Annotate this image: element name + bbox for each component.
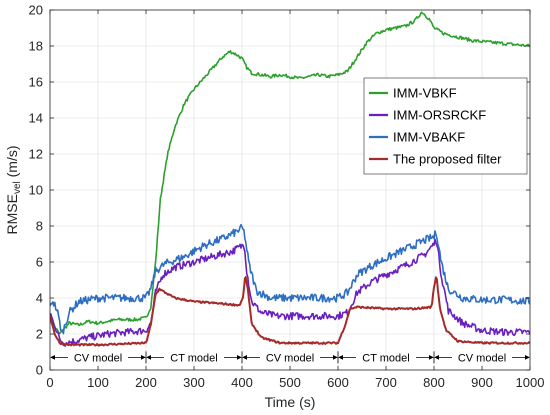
x-tick-label: 200 [135,375,157,390]
y-tick-label: 4 [36,291,43,306]
x-tick-label: 800 [423,375,445,390]
legend: IMM-VBKF IMM-ORSRCKF IMM-VBAKF The proposed… [363,77,528,175]
legend-label: IMM-VBKF [393,86,457,101]
y-axis-label-unit: (m/s) [4,145,20,181]
legend-label: IMM-ORSRCKF [393,108,486,123]
y-tick-label: 20 [29,3,43,18]
y-axis-label-subscript: vel [12,181,23,194]
series-lines [50,11,530,347]
series-line-2 [50,223,530,335]
y-tick-label: 18 [29,39,43,54]
y-tick-label: 16 [29,75,43,90]
series-line-1 [50,238,530,347]
segment-label: CV model [458,352,506,364]
legend-box [363,77,528,175]
segment-label: CV model [74,352,122,364]
series-line-3 [50,276,530,347]
y-tick-label: 6 [36,255,43,270]
y-tick-label: 8 [36,219,43,234]
x-tick-label: 900 [471,375,493,390]
y-tick-label: 12 [29,147,43,162]
series-line-0 [50,11,530,335]
x-tick-label: 700 [375,375,397,390]
legend-label: The proposed filter [393,152,502,167]
y-axis-label: RMSEvel (m/s) [4,145,23,234]
x-tick-label: 100 [87,375,109,390]
model-segments: CV model CT model CV model CT model CV model [50,351,530,364]
y-tick-label: 2 [36,327,43,342]
x-tick-label: 1000 [516,375,545,390]
y-axis-ticks: 0 2 4 6 8 10 12 14 16 18 20 [29,3,530,378]
segment-label: CT model [170,352,217,364]
x-tick-label: 0 [46,375,53,390]
x-tick-label: 500 [279,375,301,390]
plot-area [50,11,530,347]
segment-label: CV model [266,352,314,364]
legend-label: IMM-VBAKF [393,130,465,145]
x-axis-ticks: 0 100 200 300 400 500 600 700 800 900 1000 [46,10,544,390]
y-tick-label: 14 [29,111,43,126]
y-axis-label-main: RMSE [4,194,20,234]
x-tick-label: 300 [183,375,205,390]
x-axis-label: Time (s) [265,394,316,410]
segment-label: CT model [362,352,409,364]
x-tick-label: 600 [327,375,349,390]
y-tick-label: 0 [36,363,43,378]
y-tick-label: 10 [29,183,43,198]
x-tick-label: 400 [231,375,253,390]
